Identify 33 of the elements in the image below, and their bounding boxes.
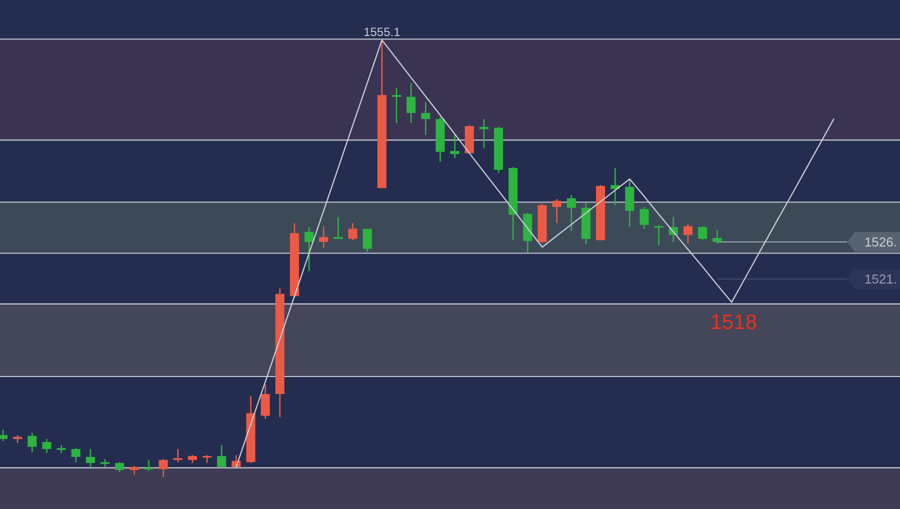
candlestick — [158, 458, 168, 478]
candlestick — [71, 448, 80, 463]
candlestick — [144, 459, 154, 472]
candlestick — [348, 222, 358, 241]
candlestick — [115, 461, 124, 473]
candlestick — [173, 448, 182, 463]
candlestick — [42, 438, 52, 454]
candlestick — [392, 87, 402, 124]
annotation: 1526. — [864, 234, 897, 250]
candlestick — [479, 118, 488, 149]
annotation: 1555.1 — [364, 25, 401, 39]
candlestick — [406, 82, 416, 124]
candlestick — [0, 429, 8, 442]
candlestick — [421, 101, 430, 136]
candlestick — [86, 448, 95, 468]
candlestick — [566, 194, 576, 232]
annotation: 1521. — [864, 272, 897, 287]
candlestick — [552, 198, 562, 224]
candlestick — [304, 226, 314, 272]
candlestick — [217, 444, 226, 468]
candlestick — [260, 384, 270, 420]
candlestick — [319, 226, 328, 249]
candlestick — [362, 228, 372, 253]
annotation: 1518 — [710, 311, 758, 334]
candlestick — [683, 223, 692, 244]
candlestick — [334, 216, 343, 240]
candlestick — [610, 167, 620, 206]
candlestick — [640, 206, 649, 230]
candlestick — [28, 432, 37, 453]
candlestick — [698, 226, 708, 241]
candlestick — [712, 229, 722, 244]
candlestick — [654, 224, 664, 246]
candlestick — [450, 134, 460, 159]
